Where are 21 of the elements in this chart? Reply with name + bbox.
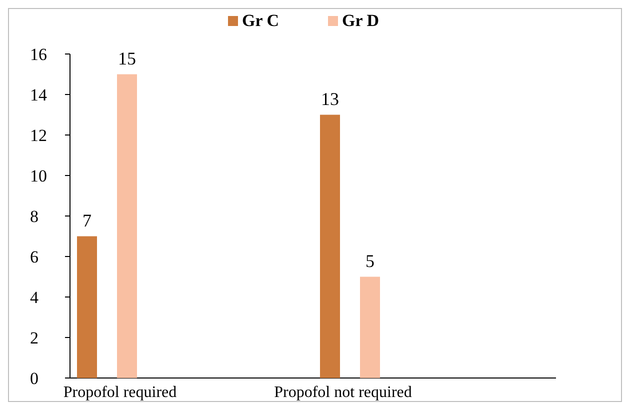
y-tick-label: 10 [30, 166, 47, 186]
data-label: 5 [366, 250, 374, 271]
data-label: 15 [118, 48, 136, 68]
bar [320, 114, 340, 378]
x-tick-label: Propofol not required [274, 384, 412, 401]
y-tick-label: 0 [30, 368, 38, 388]
bar [117, 74, 137, 378]
legend-label: Gr C [242, 11, 279, 30]
data-label: 13 [321, 88, 339, 109]
bar [360, 276, 380, 378]
y-tick-label: 8 [30, 206, 38, 226]
y-tick-label: 2 [30, 328, 38, 348]
y-tick-label: 14 [30, 85, 48, 104]
y-tick-label: 4 [30, 288, 39, 307]
data-label: 7 [82, 210, 92, 230]
y-tick-label: 16 [30, 44, 47, 64]
legend-label: Gr D [342, 11, 379, 30]
y-tick-label: 12 [30, 126, 47, 145]
y-tick-label: 6 [30, 247, 38, 266]
x-tick-label: Propofol required [63, 384, 177, 401]
bar [77, 236, 97, 378]
